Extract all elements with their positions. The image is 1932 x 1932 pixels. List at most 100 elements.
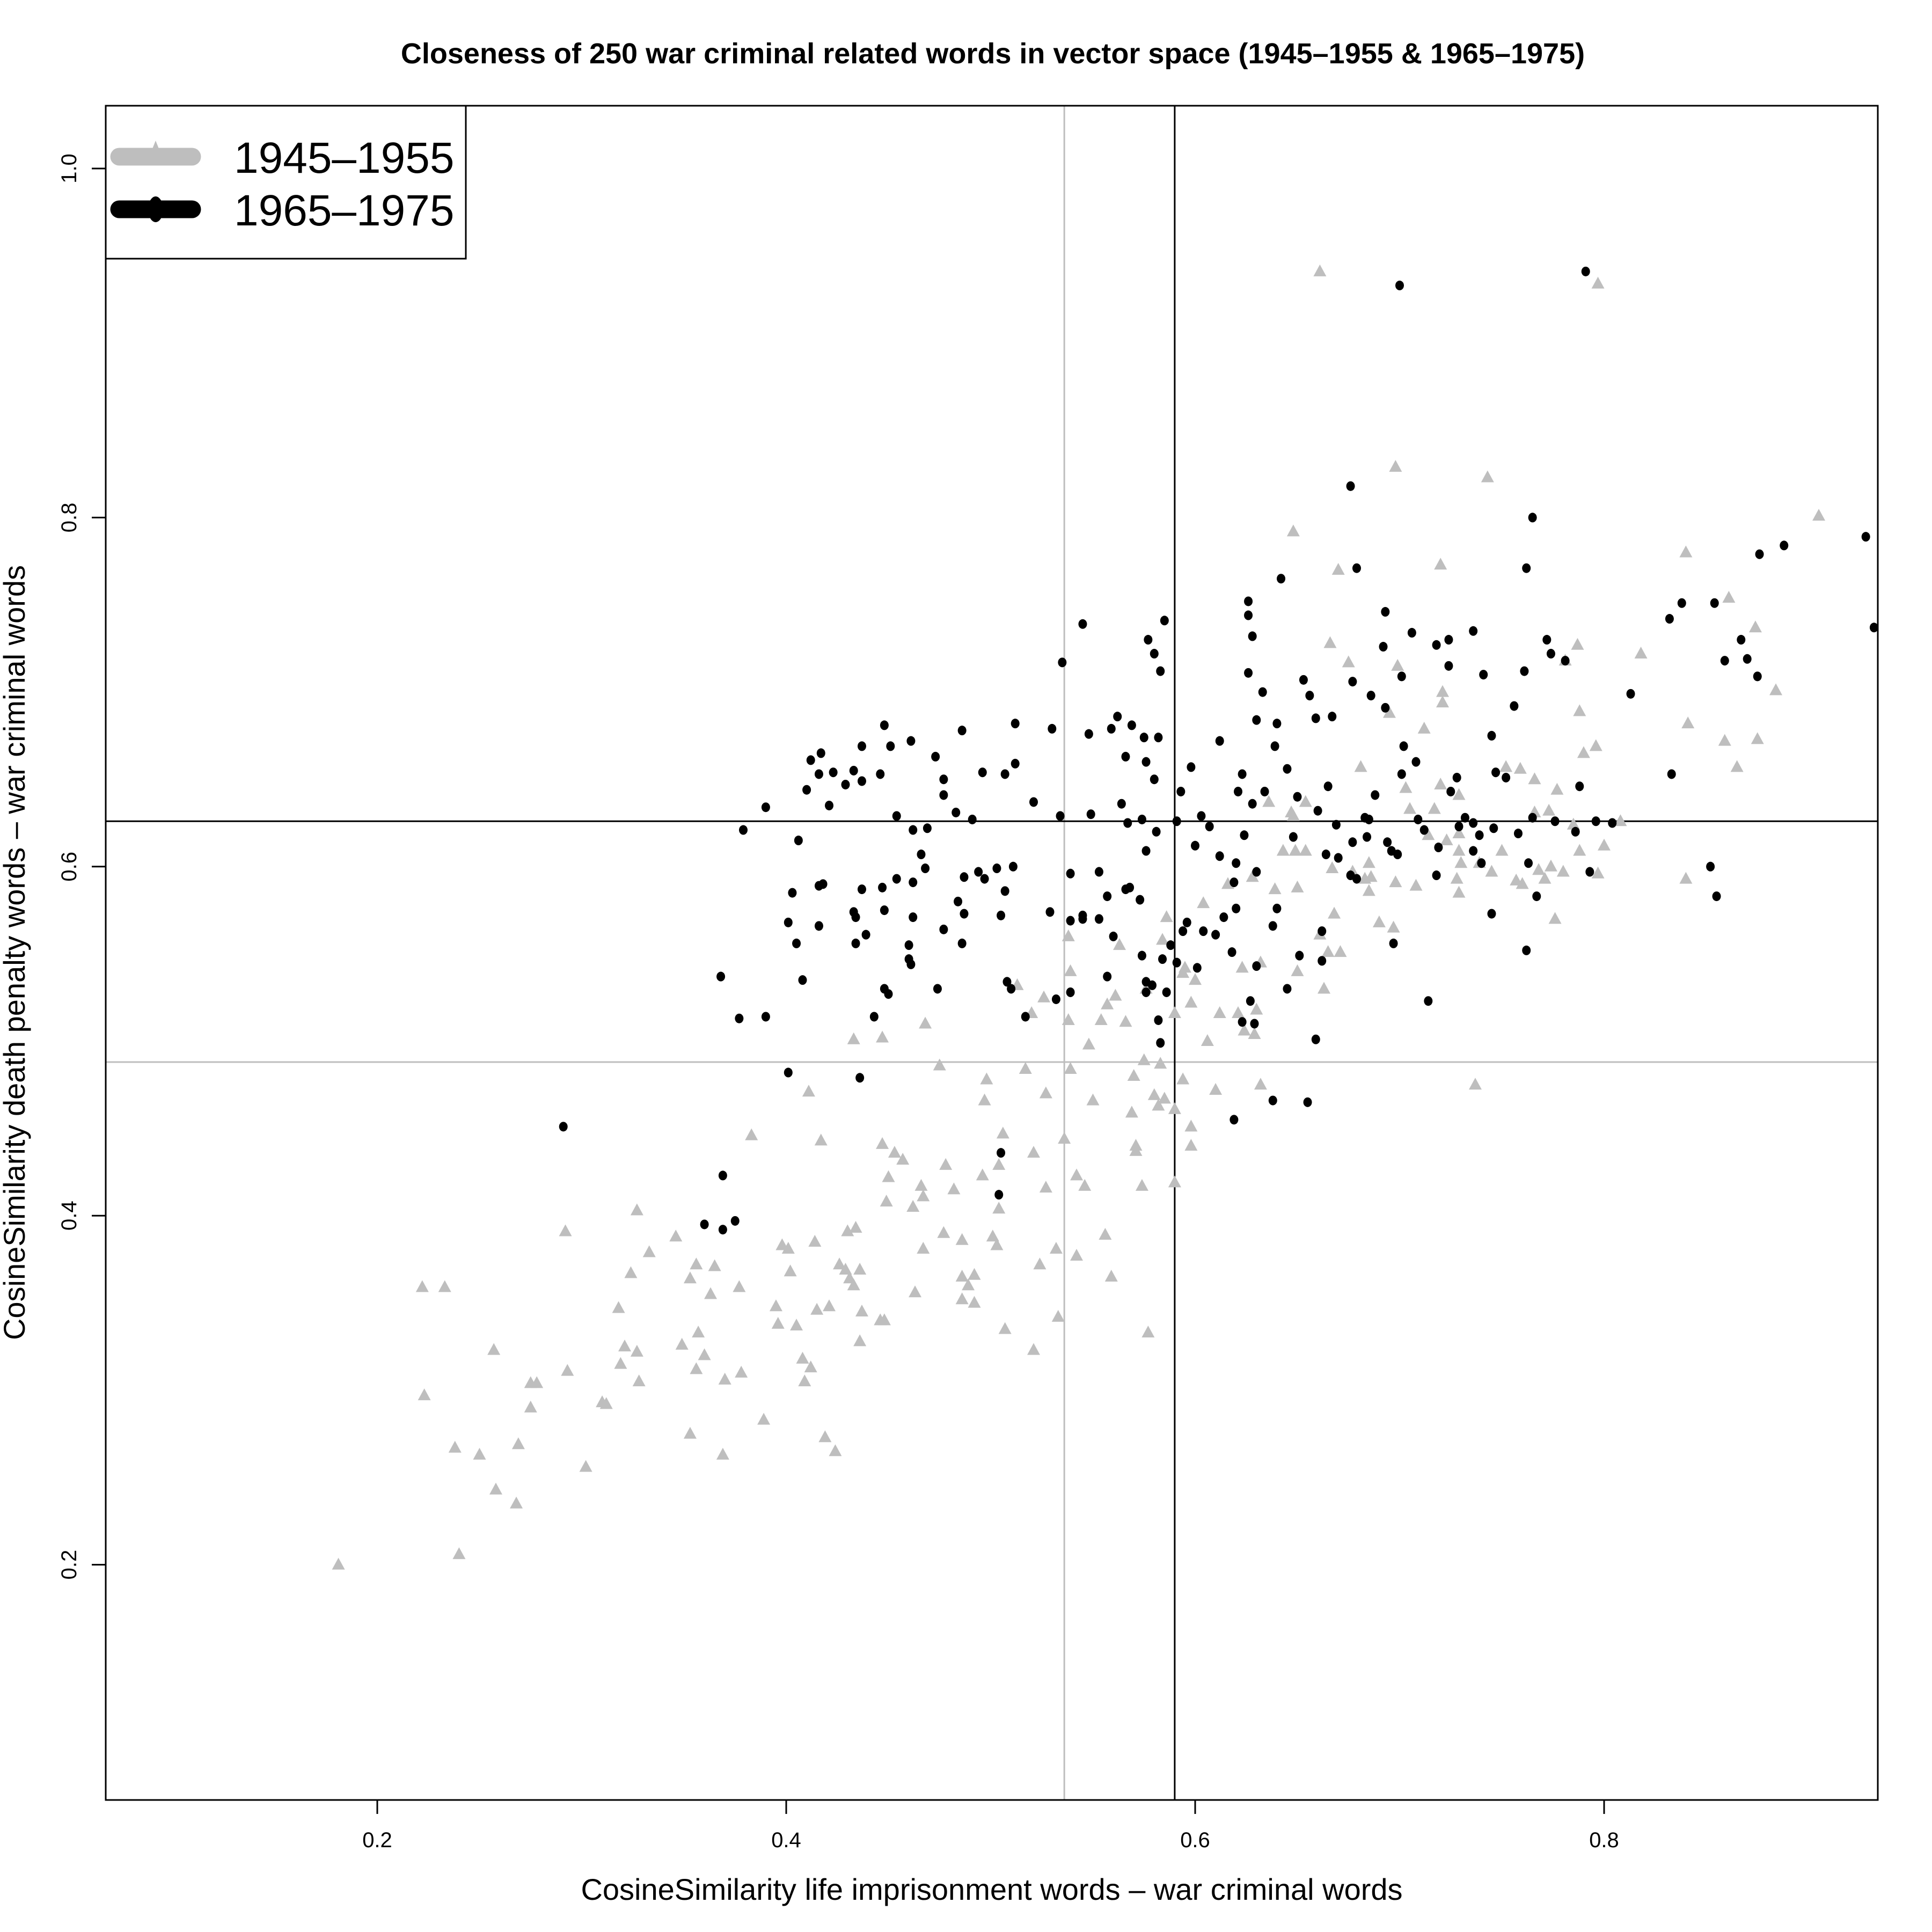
reference-lines [106,106,1878,1800]
circle-point [939,790,948,800]
circle-point [960,872,969,882]
circle-point [1007,984,1016,994]
triangle-point [1362,856,1375,868]
y-axis-label: CosineSimilarity death penalty words – w… [0,565,31,1340]
circle-point [1591,816,1600,826]
circle-point [1199,926,1208,936]
triangle-point [1141,1326,1155,1338]
plot-area-border [105,105,1879,1801]
circle-point [1051,994,1060,1004]
triangle-point [1679,872,1693,884]
circle-point [1147,980,1157,990]
circle-point [1244,610,1253,620]
circle-point [1532,891,1541,902]
circle-point [1230,1115,1239,1125]
triangle-point [1250,1002,1263,1015]
circle-point [1454,822,1463,832]
triangle-point [1452,826,1466,839]
circle-point [1117,799,1126,809]
circle-point [1381,607,1390,617]
circle-point [1720,656,1729,666]
triangle-point [1246,870,1259,882]
circle-point [980,874,989,884]
triangle-point [1434,558,1447,570]
triangle-point [888,1146,901,1158]
circle-point [792,938,801,948]
circle-point [1158,954,1167,964]
circle-point [857,741,866,751]
triangle-point [1286,809,1300,821]
triangle-point [559,1224,572,1236]
triangle-point [955,1270,969,1282]
circle-point [1479,670,1488,680]
triangle-point [708,1259,721,1271]
circle-point [1712,891,1721,902]
circle-point [1571,826,1580,837]
circle-point [1328,712,1337,722]
triangle-point [1168,1102,1181,1114]
triangle-point [561,1364,574,1376]
circle-point [761,802,770,813]
triangle-point [823,1299,836,1312]
triangle-point [814,1133,828,1146]
triangle-point [996,1126,1009,1139]
triangle-point [1033,1257,1046,1270]
triangle-point [1434,777,1447,789]
triangle-point [906,1199,920,1212]
circle-point [1000,769,1009,779]
circle-point [1056,811,1065,821]
circle-point [1252,867,1261,877]
circle-point [1160,616,1169,626]
triangle-point [919,1016,932,1029]
circle-point [1172,957,1181,968]
circle-point [798,975,807,985]
circle-point [1248,631,1257,641]
circle-point [1258,687,1267,697]
circle-point [954,896,963,906]
triangle-point [690,1257,703,1270]
circle-point [1045,907,1055,917]
triangle-point [962,1278,975,1291]
triangle-point [1137,1053,1151,1065]
circle-point [806,755,815,765]
triangle-point [473,1447,486,1460]
circle-point [1397,769,1406,779]
triangle-point [939,1158,953,1170]
triangle-point [1299,795,1312,807]
circle-point [1252,961,1261,971]
triangle-point [1291,880,1304,892]
circle-point [1334,853,1343,863]
triangle-point [1409,879,1423,891]
triangle-point [1573,844,1586,856]
triangle-point [745,1128,758,1140]
triangle-point [1086,1093,1100,1106]
triangle-point [1812,509,1826,521]
circle-point [818,879,828,889]
circle-point [1182,917,1191,927]
circle-point [1109,931,1118,941]
legend-item-1945-1955: 1945–1955 [110,134,454,182]
circle-point [1094,867,1103,877]
circle-point [1123,818,1132,828]
triangle-point [1268,882,1282,895]
circle-point [1029,797,1038,807]
circle-point [957,726,967,736]
triangle-point [1513,762,1527,774]
circle-point [1156,1038,1165,1048]
triangle-point [1679,545,1693,558]
triangle-point [882,1170,895,1182]
triangle-point [769,1299,782,1312]
y-axis: 0.2 0.4 0.6 0.8 1.0 [57,153,106,1579]
triangle-point [683,1426,697,1439]
legend-box [105,105,467,260]
circle-point [1561,656,1570,666]
triangle-point [1176,1072,1190,1085]
x-tick-label: 0.8 [1589,1828,1619,1852]
triangle-point [1064,964,1077,976]
triangle-point [599,1397,613,1409]
circle-point [1084,729,1093,739]
circle-point [1002,977,1012,987]
series-1965-1975 [559,266,1878,1235]
triangle-point [1213,1006,1226,1018]
triangle-point [1718,734,1731,746]
